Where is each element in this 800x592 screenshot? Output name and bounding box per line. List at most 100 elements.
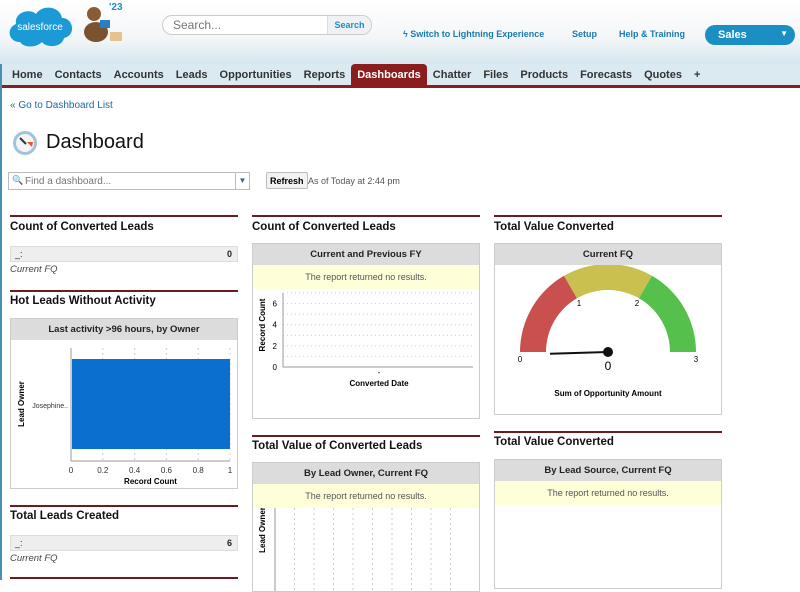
lightning-icon: ϟ [403, 29, 411, 39]
chart-header: By Lead Owner, Current FQ [253, 463, 479, 484]
tab-contacts[interactable]: Contacts [54, 69, 102, 81]
y-tick-label: 4 [273, 321, 278, 330]
divider [494, 215, 722, 217]
switch-lightning-label: Switch to Lightning Experience [410, 29, 545, 39]
tab-chatter[interactable]: Chatter [432, 69, 472, 81]
gauge-band-green [639, 275, 696, 352]
tab-opportunities[interactable]: Opportunities [219, 69, 292, 81]
x-tick-label: 0.8 [193, 466, 205, 475]
find-dashboard-combobox: 🔍 ▼ [8, 172, 250, 190]
hot-leads-chart[interactable]: Last activity >96 hours, by Owner 0 0.2 0.… [10, 318, 238, 489]
total-value-gauge[interactable]: Current FQ 0 1 2 3 0 Sum of Opportunity Amoun… [494, 243, 722, 415]
chart-header: Current and Previous FY [253, 244, 479, 265]
tab-products[interactable]: Products [520, 69, 569, 81]
tab-home[interactable]: Home [12, 69, 43, 81]
gauge-tick-label: 3 [694, 355, 699, 364]
component-title: Count of Converted Leads [10, 221, 154, 233]
gauge-tick-label: 0 [518, 355, 523, 364]
component-title: Total Leads Created [10, 510, 120, 522]
divider [10, 505, 238, 507]
gauge-band-yellow [564, 264, 652, 299]
chart-header: Current FQ [495, 244, 721, 265]
setup-link[interactable]: Setup [572, 29, 598, 39]
component-title: Count of Converted Leads [252, 221, 396, 233]
search-button[interactable]: Search [327, 16, 371, 34]
x-tick-label: 0.2 [97, 466, 109, 475]
x-tick-label: 0.4 [129, 466, 141, 475]
gauge-value: 0 [605, 359, 612, 373]
component-title: Total Value Converted [494, 436, 614, 448]
gauge-chart: 0 1 2 3 0 Sum of Opportunity Amount [518, 264, 699, 398]
release-badge: '23 [109, 2, 123, 13]
no-results-message: The report returned no results. [253, 265, 479, 289]
converted-leads-chart[interactable]: Current and Previous FY The report retur… [252, 243, 480, 419]
back-to-dashboard-list-link[interactable]: « Go to Dashboard List [10, 100, 113, 111]
logo-text: salesforce [17, 22, 63, 33]
value-by-source-chart[interactable]: By Lead Source, Current FQ The report re… [494, 459, 722, 589]
metric-label: _: [15, 538, 23, 548]
gauge-label: Sum of Opportunity Amount [554, 389, 662, 398]
gauge-hub [603, 347, 613, 357]
left-border [0, 64, 2, 580]
gauge-tick-label: 1 [577, 299, 582, 308]
search-input[interactable] [163, 16, 328, 34]
tab-add[interactable]: + [693, 69, 701, 81]
y-tick-label: 0 [273, 363, 278, 372]
chevron-down-icon[interactable]: ▼ [235, 173, 249, 189]
y-axis-title: Lead Owner [258, 508, 267, 553]
value-by-owner-chart[interactable]: By Lead Owner, Current FQ The report ret… [252, 462, 480, 592]
no-results-message: The report returned no results. [495, 481, 721, 505]
divider [10, 215, 238, 217]
tab-accounts[interactable]: Accounts [113, 69, 164, 81]
divider [252, 215, 480, 217]
bar-chart: 0 0.2 0.4 0.6 0.8 1 Josephine.. Record Count Lea… [17, 348, 233, 486]
tab-reports[interactable]: Reports [303, 69, 346, 81]
find-dashboard-input[interactable] [9, 173, 229, 189]
switch-lightning-link[interactable]: ϟ Switch to Lightning Experience [403, 29, 544, 39]
divider [494, 431, 722, 433]
metric-row[interactable]: _: 6 [10, 535, 238, 551]
divider [10, 290, 238, 292]
x-axis-title: Record Count [124, 477, 177, 486]
line-chart: 0 2 4 6 - Converted Date Record Count [258, 292, 473, 388]
divider [10, 577, 238, 579]
gauge-band-red [520, 275, 577, 352]
help-training-link[interactable]: Help & Training [619, 29, 686, 39]
metric-value: 6 [226, 538, 232, 548]
tab-bar: Home Contacts Accounts Leads Opportunities Re… [2, 64, 800, 88]
metric-value: 0 [226, 249, 232, 259]
chart-header: By Lead Source, Current FQ [495, 460, 721, 481]
as-of-timestamp: As of Today at 2:44 pm [308, 176, 400, 186]
refresh-button[interactable]: Refresh [266, 172, 308, 189]
metric-row[interactable]: _: 0 [10, 246, 238, 262]
gauge-tick-label: 2 [635, 299, 640, 308]
x-tick-label: 0 [69, 466, 74, 475]
y-axis-title: Record Count [258, 298, 267, 351]
tab-dashboards[interactable]: Dashboards [351, 64, 427, 85]
metric-footer: Current FQ [10, 264, 58, 275]
dashboard-icon [13, 131, 37, 155]
y-tick-label: 6 [273, 300, 278, 309]
y-axis-title: Lead Owner [17, 381, 26, 427]
category-label: Josephine.. [32, 403, 68, 410]
search-icon: 🔍 [12, 175, 24, 185]
component-title: Total Value Converted [494, 221, 614, 233]
tab-forecasts[interactable]: Forecasts [580, 69, 633, 81]
y-tick-label: 2 [273, 342, 278, 351]
bar-chart: Lead Owner [258, 507, 451, 591]
page-title: Dashboard [46, 131, 144, 153]
no-results-message: The report returned no results. [253, 484, 479, 508]
app-menu-button[interactable]: Sales ▼ [705, 25, 795, 45]
gauge-needle [549, 351, 609, 355]
component-title: Hot Leads Without Activity [10, 295, 156, 307]
metric-footer: Current FQ [10, 553, 58, 564]
header [0, 0, 800, 64]
search-box: Search [162, 15, 372, 35]
tab-leads[interactable]: Leads [175, 69, 208, 81]
tab-files[interactable]: Files [483, 69, 509, 81]
app-name: Sales [718, 29, 747, 41]
chart-header: Last activity >96 hours, by Owner [11, 319, 237, 340]
salesforce-logo[interactable]: salesforce [6, 4, 74, 48]
tab-quotes[interactable]: Quotes [644, 69, 682, 81]
mascot-icon [84, 7, 122, 42]
